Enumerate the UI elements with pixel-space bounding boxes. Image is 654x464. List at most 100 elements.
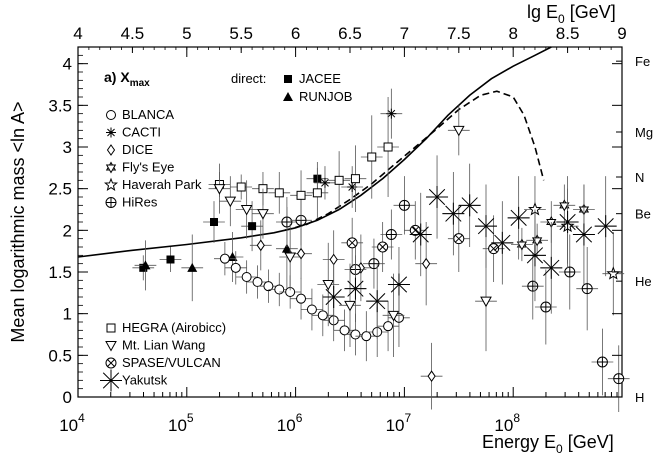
legend-marker-haverah-park bbox=[104, 177, 118, 192]
data-point-blanca bbox=[296, 293, 307, 304]
data-point-hires bbox=[281, 216, 293, 228]
top-axis-title-unit: [GeV] bbox=[565, 2, 616, 22]
data-point-blanca bbox=[361, 331, 372, 342]
data-point-runjob bbox=[187, 262, 198, 272]
legend-label-runjob: RUNJOB bbox=[299, 89, 352, 104]
panel-label-main: a) X bbox=[104, 69, 130, 85]
element-label-be: Be bbox=[635, 207, 651, 222]
data-point-yakutsk bbox=[322, 286, 345, 308]
data-point-hegra-airobicc bbox=[274, 188, 284, 198]
data-point-blanca bbox=[241, 272, 252, 282]
x-tick-base: 10 bbox=[277, 416, 296, 435]
legend-marker-mt-lian-wang bbox=[105, 341, 117, 352]
y-tick-label: 2.5 bbox=[48, 180, 72, 199]
data-point-hires bbox=[527, 280, 539, 292]
data-point-blanca bbox=[339, 325, 350, 336]
data-point-dice bbox=[329, 253, 338, 266]
legend-label-mt-lian-wang: Mt. Lian Wang bbox=[122, 338, 205, 353]
data-point-hires bbox=[564, 266, 576, 278]
data-point-yakutsk bbox=[507, 206, 530, 229]
top-tick-label: 7 bbox=[400, 24, 409, 43]
series-mt-lian-wang bbox=[208, 105, 497, 357]
data-point-jacee bbox=[166, 255, 175, 264]
data-point-blanca bbox=[252, 277, 263, 287]
top-tick-label: 4 bbox=[73, 24, 82, 43]
x-tick-exponent: 5 bbox=[187, 411, 194, 425]
data-point-yakutsk bbox=[594, 215, 617, 238]
series-dice bbox=[249, 220, 443, 410]
x-tick-label: 107 bbox=[386, 411, 412, 435]
x-tick-base: 10 bbox=[386, 416, 405, 435]
data-point-yakutsk bbox=[366, 290, 389, 313]
series-haverah-park bbox=[524, 176, 625, 316]
data-point-hegra-airobicc bbox=[334, 175, 344, 185]
series-hires bbox=[276, 176, 630, 412]
top-tick-label: 4.5 bbox=[121, 24, 145, 43]
data-point-runjob bbox=[281, 243, 292, 253]
data-point-mt-lian-wang bbox=[387, 310, 400, 322]
x-tick-base: 10 bbox=[494, 416, 513, 435]
data-point-dice bbox=[256, 239, 265, 252]
data-point-yakutsk bbox=[442, 202, 465, 225]
data-point-yakutsk bbox=[475, 215, 497, 238]
data-point-hires bbox=[368, 258, 380, 270]
legend: JACEE RUNJOB BLANCA CACTI DICE Fly's Eye Haver… bbox=[100, 71, 352, 392]
data-point-mt-lian-wang bbox=[240, 205, 253, 216]
panel-label: a) Xmax bbox=[104, 69, 150, 89]
legend-marker-blanca bbox=[106, 110, 116, 120]
y-tick-label: 3 bbox=[63, 138, 72, 157]
series-blanca bbox=[214, 242, 410, 362]
top-axis-title-sub: 0 bbox=[558, 12, 565, 26]
x-axis-title-main: Energy E bbox=[482, 432, 556, 452]
x-axis-title: Energy E0 [GeV] bbox=[482, 432, 614, 456]
element-label-fe: Fe bbox=[635, 54, 650, 69]
data-point-yakutsk bbox=[572, 223, 595, 246]
data-point-mt-lian-wang bbox=[213, 184, 226, 195]
data-point-mt-lian-wang bbox=[452, 125, 465, 137]
data-point-dice bbox=[296, 247, 306, 260]
x-tick-exponent: 7 bbox=[405, 411, 412, 425]
top-tick-label: 8.5 bbox=[556, 24, 580, 43]
data-point-fly-s-eye bbox=[559, 199, 570, 212]
series-cacti bbox=[314, 88, 403, 208]
data-point-mt-lian-wang bbox=[344, 300, 356, 312]
data-point-hegra-airobicc bbox=[236, 182, 246, 192]
data-point-mt-lian-wang bbox=[322, 280, 335, 291]
panel-label-sub: max bbox=[130, 78, 150, 89]
top-tick-label: 7.5 bbox=[447, 24, 471, 43]
legend-marker-dice bbox=[106, 144, 116, 156]
data-point-yakutsk bbox=[409, 223, 432, 246]
legend-label-blanca: BLANCA bbox=[122, 107, 174, 122]
data-point-mt-lian-wang bbox=[480, 296, 492, 308]
data-point-yakutsk bbox=[387, 273, 410, 296]
legend-label-spase-vulcan: SPASE/VULCAN bbox=[122, 355, 221, 370]
data-point-blanca bbox=[350, 329, 361, 340]
direct-legend-title: direct: bbox=[231, 71, 266, 86]
data-point-blanca bbox=[230, 262, 241, 273]
legend-label-yakutsk: Yakutsk bbox=[122, 373, 168, 388]
data-point-hegra-airobicc bbox=[312, 188, 322, 198]
data-point-mt-lian-wang bbox=[284, 252, 297, 264]
top-axis-title: lg E0 [GeV] bbox=[527, 2, 616, 26]
y-tick-label: 3.5 bbox=[48, 96, 72, 115]
top-tick-label: 6 bbox=[291, 24, 300, 43]
legend-marker-jacee bbox=[284, 75, 292, 83]
legend-marker-runjob bbox=[283, 92, 293, 101]
x-tick-exponent: 6 bbox=[296, 411, 303, 425]
x-tick-base: 10 bbox=[168, 416, 187, 435]
legend-label-fly-s-eye: Fly's Eye bbox=[122, 160, 174, 175]
top-tick-label: 6.5 bbox=[338, 24, 362, 43]
x-tick-label: 104 bbox=[59, 411, 85, 435]
data-point-hires bbox=[581, 283, 593, 295]
legend-marker-yakutsk bbox=[100, 369, 122, 392]
data-point-yakutsk bbox=[458, 194, 481, 217]
series-hegra-airobicc bbox=[208, 97, 399, 221]
data-point-haverah-park bbox=[606, 266, 621, 280]
data-point-spase-vulcan bbox=[346, 237, 358, 249]
model-dashed-curve bbox=[284, 90, 545, 232]
data-point-hires bbox=[596, 356, 608, 368]
data-point-yakutsk bbox=[556, 211, 579, 233]
data-point-hegra-airobicc bbox=[296, 190, 306, 200]
top-tick-label: 5 bbox=[182, 24, 191, 43]
